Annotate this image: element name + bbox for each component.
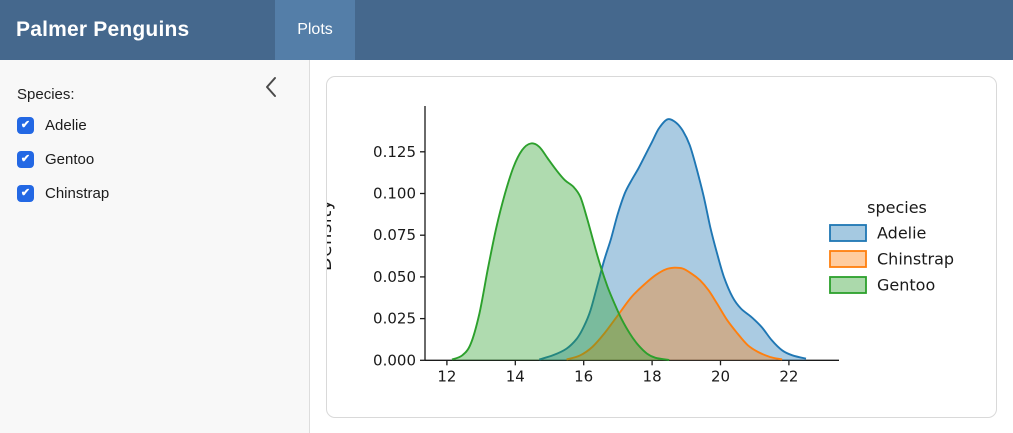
y-axis-label: Density	[327, 199, 336, 271]
navbar: Palmer Penguins Plots	[0, 0, 1013, 60]
x-tick-label: 22	[779, 367, 798, 385]
check-icon: ✔	[20, 153, 31, 165]
x-tick-label: 18	[643, 367, 662, 385]
chevron-left-icon	[266, 77, 276, 97]
checkbox-label: Chinstrap	[45, 185, 110, 202]
x-tick-label: 14	[506, 367, 525, 385]
legend-title: species	[867, 198, 927, 217]
x-tick-label: 20	[711, 367, 730, 385]
tab-plots[interactable]: Plots	[275, 0, 355, 60]
x-tick-label: 16	[574, 367, 593, 385]
app-title: Palmer Penguins	[16, 18, 190, 41]
checkbox-row-adelie[interactable]: ✔ Adelie	[17, 117, 309, 134]
density-plot: 0.000 0.025 0.050 0.075 0.100 0.125 12 14 16 18 20…	[327, 106, 954, 385]
sidebar-collapse-button[interactable]	[263, 76, 279, 98]
legend-swatch-gentoo	[829, 276, 867, 294]
legend-label-gentoo: Gentoo	[877, 276, 935, 295]
kde-line-chinstrap	[566, 266, 783, 361]
content-area: Species: ✔ Adelie ✔ Gentoo ✔ Chinstrap 0.000 0…	[0, 60, 1013, 433]
check-icon: ✔	[20, 119, 31, 131]
species-checkbox-group: ✔ Adelie ✔ Gentoo ✔ Chinstrap	[17, 117, 309, 202]
species-group-label: Species:	[17, 86, 75, 103]
y-tick-label: 0.000	[373, 351, 416, 369]
legend-label-adelie: Adelie	[877, 224, 926, 243]
checkbox-row-gentoo[interactable]: ✔ Gentoo	[17, 151, 309, 168]
plot-card: 0.000 0.025 0.050 0.075 0.100 0.125 12 14 16 18 20…	[326, 76, 997, 418]
checkbox-row-chinstrap[interactable]: ✔ Chinstrap	[17, 185, 309, 202]
y-tick-label: 0.125	[373, 143, 416, 161]
checkbox-adelie[interactable]: ✔	[17, 117, 34, 134]
x-tick-label: 12	[437, 367, 456, 385]
kde-fill-chinstrap	[566, 267, 783, 361]
kde-fill-adelie	[539, 119, 806, 361]
y-tick-label: 0.100	[373, 185, 416, 203]
kde-line-gentoo	[451, 142, 670, 361]
legend-label-chinstrap: Chinstrap	[877, 250, 954, 269]
check-icon: ✔	[20, 187, 31, 199]
legend-swatch-chinstrap	[829, 250, 867, 268]
legend-swatch-adelie	[829, 224, 867, 242]
checkbox-label: Gentoo	[45, 151, 95, 168]
checkbox-label: Adelie	[45, 117, 87, 134]
checkbox-gentoo[interactable]: ✔	[17, 151, 34, 168]
y-tick-label: 0.075	[373, 226, 416, 244]
y-tick-label: 0.050	[373, 268, 416, 286]
kde-line-adelie	[538, 118, 807, 361]
checkbox-chinstrap[interactable]: ✔	[17, 185, 34, 202]
main-panel: 0.000 0.025 0.050 0.075 0.100 0.125 12 14 16 18 20…	[310, 60, 1013, 433]
y-tick-label: 0.025	[373, 310, 416, 328]
sidebar: Species: ✔ Adelie ✔ Gentoo ✔ Chinstrap	[0, 60, 310, 433]
